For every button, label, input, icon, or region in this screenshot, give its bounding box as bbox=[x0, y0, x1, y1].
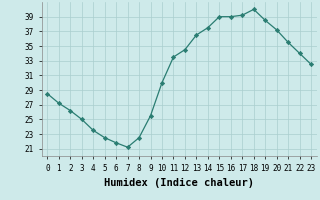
X-axis label: Humidex (Indice chaleur): Humidex (Indice chaleur) bbox=[104, 178, 254, 188]
